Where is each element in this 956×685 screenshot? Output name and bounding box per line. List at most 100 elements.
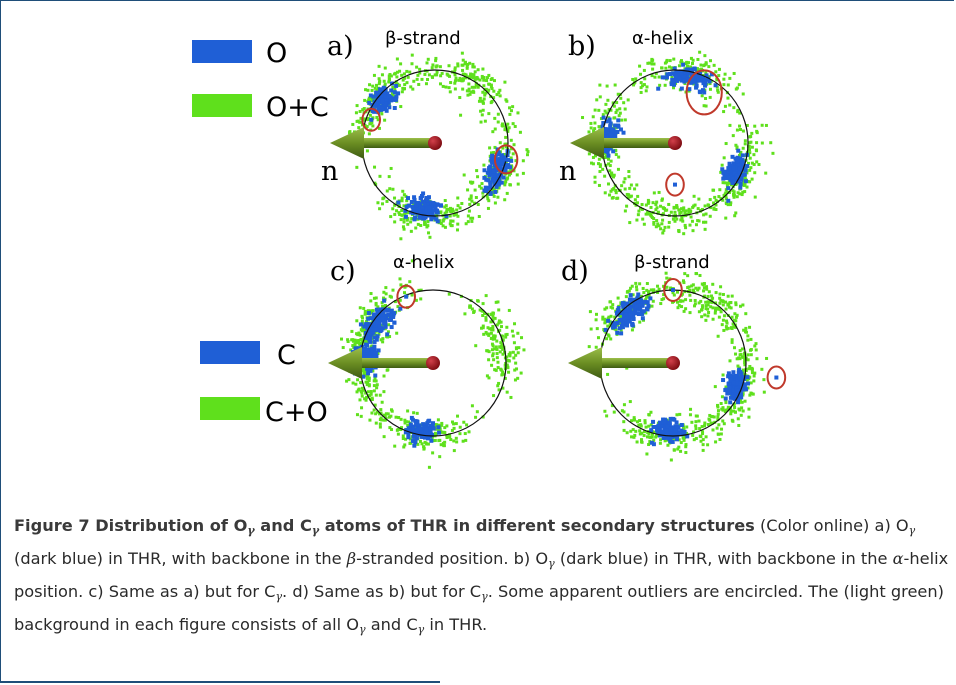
scatter-point bbox=[348, 131, 352, 135]
scatter-point bbox=[452, 426, 456, 430]
scatter-point bbox=[418, 196, 423, 201]
scatter-point bbox=[670, 427, 675, 432]
scatter-point bbox=[385, 91, 390, 96]
scatter-point bbox=[649, 428, 654, 433]
scatter-point bbox=[429, 438, 434, 443]
scatter-point bbox=[480, 182, 484, 186]
scatter-point bbox=[491, 318, 495, 322]
scatter-point bbox=[654, 225, 658, 229]
scatter-point bbox=[688, 413, 692, 417]
scatter-point bbox=[487, 332, 491, 336]
scatter-point bbox=[360, 394, 364, 398]
scatter-point bbox=[473, 85, 477, 89]
scatter-point bbox=[638, 206, 642, 210]
scatter-point bbox=[650, 432, 654, 436]
scatter-point bbox=[591, 155, 595, 159]
scatter-point bbox=[450, 428, 454, 432]
scatter-point bbox=[377, 320, 382, 325]
scatter-point bbox=[687, 87, 692, 92]
scatter-point bbox=[628, 195, 632, 199]
scatter-point bbox=[522, 348, 526, 352]
scatter-point bbox=[704, 318, 708, 322]
scatter-point bbox=[455, 208, 459, 212]
scatter-point bbox=[607, 162, 611, 166]
scatter-point bbox=[366, 371, 371, 376]
scatter-point bbox=[723, 192, 727, 196]
scatter-point bbox=[406, 424, 410, 428]
scatter-point bbox=[629, 183, 633, 187]
scatter-point bbox=[505, 355, 509, 359]
scatter-point bbox=[371, 116, 375, 120]
scatter-point bbox=[359, 116, 363, 120]
scatter-point bbox=[398, 213, 402, 217]
scatter-point bbox=[719, 197, 723, 201]
scatter-point bbox=[750, 145, 754, 149]
scatter-point bbox=[358, 398, 362, 402]
scatter-point bbox=[742, 179, 746, 183]
scatter-point bbox=[711, 317, 715, 321]
scatter-point bbox=[752, 153, 756, 157]
scatter-point bbox=[372, 335, 377, 340]
scatter-point bbox=[376, 348, 381, 353]
scatter-point bbox=[434, 56, 438, 60]
scatter-point bbox=[663, 439, 667, 443]
scatter-point bbox=[366, 374, 370, 378]
scatter-point bbox=[716, 432, 720, 436]
scatter-point bbox=[764, 171, 768, 175]
scatter-point bbox=[497, 388, 501, 392]
scatter-point bbox=[480, 74, 484, 78]
scatter-point bbox=[371, 330, 376, 335]
arrow-head bbox=[328, 347, 362, 379]
scatter-point bbox=[705, 76, 710, 81]
scatter-point bbox=[509, 395, 513, 399]
scatter-point bbox=[395, 70, 399, 74]
scatter-point bbox=[485, 374, 489, 378]
scatter-point bbox=[698, 273, 702, 277]
scatter-point bbox=[748, 375, 752, 379]
scatter-point bbox=[719, 432, 723, 436]
scatter-point bbox=[736, 400, 741, 405]
scatter-point bbox=[684, 209, 688, 213]
scatter-point bbox=[458, 206, 462, 210]
scatter-point bbox=[470, 199, 474, 203]
scatter-point bbox=[587, 130, 591, 134]
scatter-point bbox=[749, 337, 753, 341]
scatter-point bbox=[610, 171, 614, 175]
scatter-point bbox=[447, 64, 451, 68]
scatter-point bbox=[616, 118, 621, 123]
scatter-point bbox=[395, 331, 399, 335]
scatter-point bbox=[729, 412, 733, 416]
scatter-point bbox=[656, 211, 660, 215]
scatter-point bbox=[746, 381, 751, 386]
scatter-point bbox=[454, 76, 458, 80]
scatter-point bbox=[491, 352, 495, 356]
scatter-point bbox=[635, 183, 639, 187]
scatter-point bbox=[702, 104, 706, 108]
scatter-point bbox=[681, 425, 685, 429]
scatter-point bbox=[439, 221, 443, 225]
scatter-point bbox=[396, 200, 401, 205]
scatter-point bbox=[446, 207, 450, 211]
scatter-point bbox=[431, 426, 436, 431]
scatter-point bbox=[608, 320, 612, 324]
scatter-point bbox=[489, 336, 493, 340]
scatter-point bbox=[612, 104, 616, 108]
scatter-point bbox=[769, 141, 773, 145]
scatter-point bbox=[622, 101, 626, 105]
scatter-point bbox=[514, 159, 518, 163]
scatter-point bbox=[597, 183, 601, 187]
scatter-point bbox=[737, 423, 741, 427]
scatter-point bbox=[443, 426, 447, 430]
scatter-point bbox=[451, 219, 455, 223]
scatter-point bbox=[443, 431, 447, 435]
scatter-point bbox=[679, 422, 684, 427]
scatter-point bbox=[383, 101, 388, 106]
scatter-point bbox=[649, 440, 654, 445]
scatter-point bbox=[493, 116, 497, 120]
scatter-point bbox=[380, 98, 385, 103]
scatter-point bbox=[425, 202, 430, 207]
scatter-point bbox=[356, 378, 360, 382]
scatter-point bbox=[438, 211, 442, 215]
scatter-point bbox=[461, 58, 465, 62]
scatter-point bbox=[658, 83, 662, 87]
